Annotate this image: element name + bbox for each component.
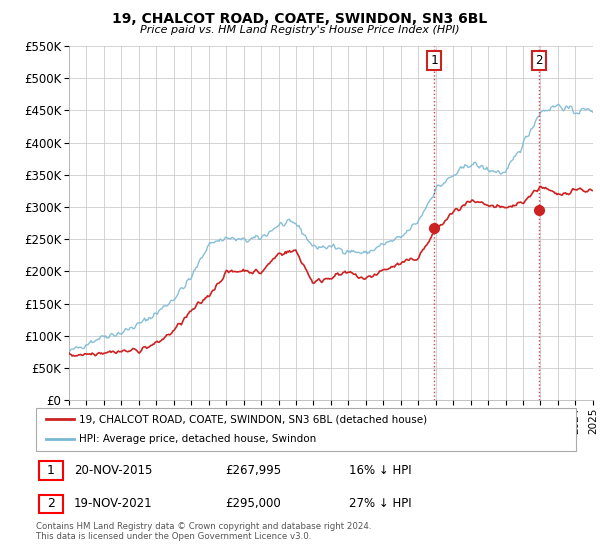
Text: This data is licensed under the Open Government Licence v3.0.: This data is licensed under the Open Gov… [36,532,311,541]
Text: 27% ↓ HPI: 27% ↓ HPI [349,497,412,510]
Text: £267,995: £267,995 [225,464,281,477]
Text: HPI: Average price, detached house, Swindon: HPI: Average price, detached house, Swin… [79,434,316,444]
Text: 2: 2 [535,54,542,67]
Text: 19-NOV-2021: 19-NOV-2021 [74,497,152,510]
Text: 16% ↓ HPI: 16% ↓ HPI [349,464,412,477]
Text: 2: 2 [47,497,55,510]
Text: 20-NOV-2015: 20-NOV-2015 [74,464,152,477]
Text: £295,000: £295,000 [225,497,281,510]
Text: 1: 1 [430,54,437,67]
Bar [39,494,63,513]
Text: 19, CHALCOT ROAD, COATE, SWINDON, SN3 6BL: 19, CHALCOT ROAD, COATE, SWINDON, SN3 6B… [112,12,488,26]
Text: Price paid vs. HM Land Registry's House Price Index (HPI): Price paid vs. HM Land Registry's House … [140,25,460,35]
Text: 19, CHALCOT ROAD, COATE, SWINDON, SN3 6BL (detached house): 19, CHALCOT ROAD, COATE, SWINDON, SN3 6B… [79,414,427,424]
Text: Contains HM Land Registry data © Crown copyright and database right 2024.: Contains HM Land Registry data © Crown c… [36,522,371,531]
Text: 1: 1 [47,464,55,477]
Bar [39,461,63,480]
